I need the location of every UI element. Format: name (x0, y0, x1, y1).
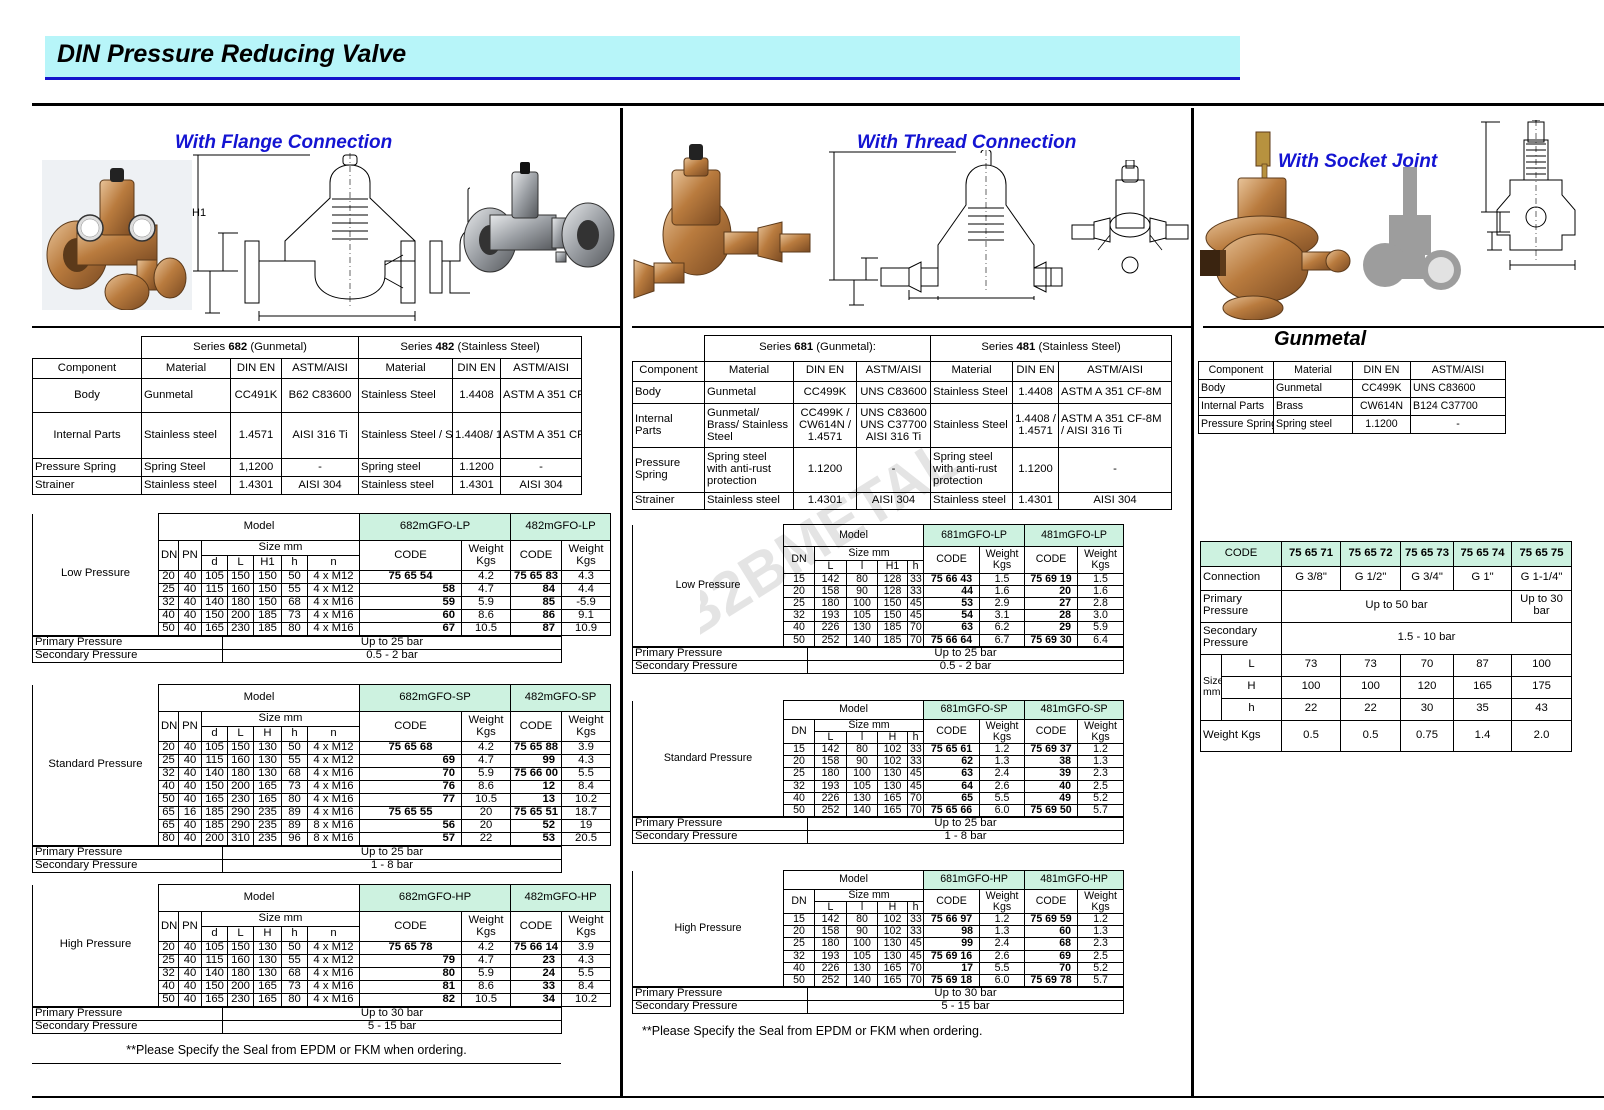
svg-text:H1: H1 (828, 211, 842, 223)
svg-text:h: h (206, 288, 212, 299)
svg-text:L: L (981, 302, 987, 313)
svg-text:L: L (330, 316, 336, 325)
svg-text:L: L (1536, 270, 1542, 281)
svg-text:G: G (1492, 217, 1499, 227)
svg-text:H: H (1480, 163, 1488, 175)
svg-text:H1: H1 (192, 207, 206, 219)
svg-text:d: d (856, 264, 861, 274)
svg-text:h: h (1482, 236, 1487, 246)
